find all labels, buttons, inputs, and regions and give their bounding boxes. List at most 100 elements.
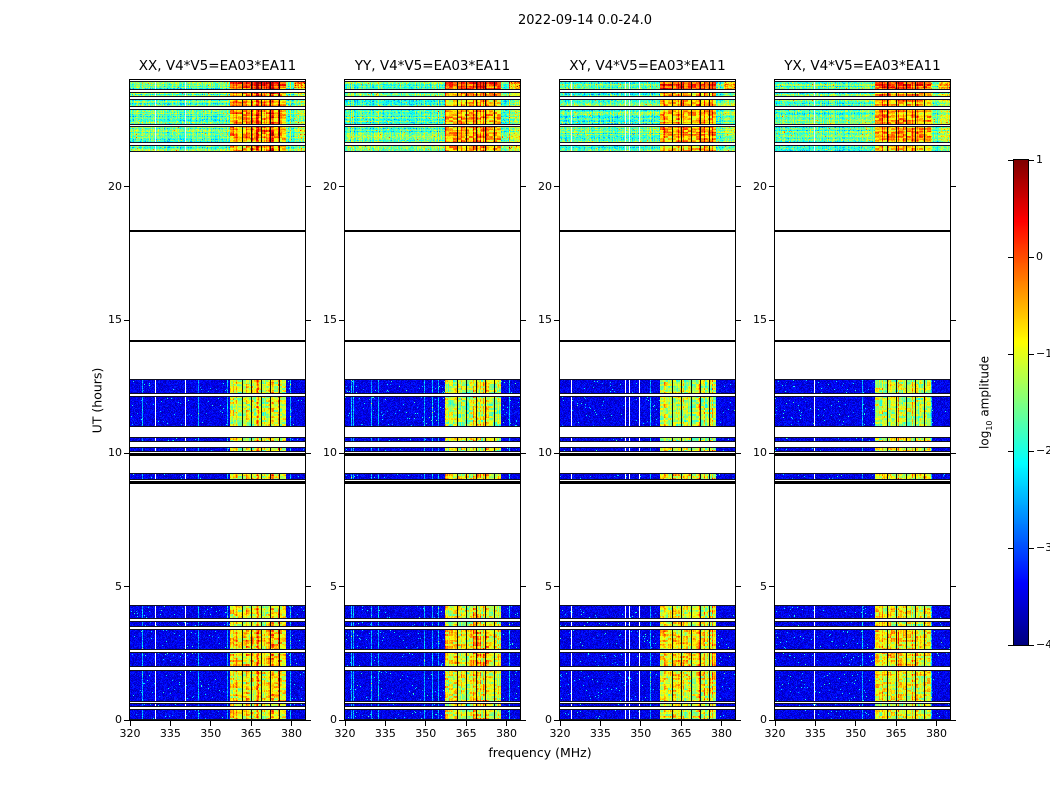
colorbar-tick-label: −1 bbox=[1036, 347, 1050, 360]
x-tick bbox=[169, 721, 171, 726]
colorbar-gradient bbox=[1014, 160, 1028, 645]
x-tick bbox=[465, 721, 467, 726]
y-tick-label: 0 bbox=[115, 713, 122, 726]
colorbar-tick-right bbox=[1029, 159, 1034, 161]
colorbar-tick-label: 1 bbox=[1036, 153, 1043, 166]
y-tick bbox=[339, 586, 344, 588]
y-tick-label: 15 bbox=[753, 313, 767, 326]
colorbar-tick-right bbox=[1029, 547, 1034, 549]
colorbar-tick-label: −4 bbox=[1036, 638, 1050, 651]
y-tick bbox=[554, 719, 559, 721]
spectrogram-canvas-yx bbox=[775, 80, 950, 720]
y-tick-label: 5 bbox=[545, 579, 552, 593]
y-tick-label: 5 bbox=[330, 579, 337, 593]
colorbar-tick-left bbox=[1008, 256, 1013, 258]
colorbar-tick-right bbox=[1029, 256, 1034, 258]
x-tick bbox=[291, 721, 293, 726]
x-tick bbox=[506, 721, 508, 726]
y-tick-right bbox=[736, 452, 741, 454]
panel-title-yy: YY, V4*V5=EA03*EA11 bbox=[354, 58, 511, 74]
y-tick-right bbox=[951, 319, 956, 321]
colorbar-tick-label: 0 bbox=[1036, 250, 1043, 263]
y-tick-right bbox=[521, 452, 526, 454]
x-tick bbox=[250, 721, 252, 726]
y-tick bbox=[339, 319, 344, 321]
x-tick-label: 335 bbox=[374, 727, 396, 740]
spectrogram-canvas-xy bbox=[560, 80, 735, 720]
y-tick-right bbox=[951, 719, 956, 721]
colorbar-label: log10 amplitude bbox=[978, 326, 994, 480]
y-tick-right bbox=[521, 719, 526, 721]
colorbar-tick-left bbox=[1008, 547, 1013, 549]
colorbar-tick-right bbox=[1029, 450, 1034, 452]
x-tick-label: 380 bbox=[496, 727, 518, 740]
spectrogram-panel-yx bbox=[774, 79, 951, 721]
x-tick bbox=[640, 721, 642, 726]
y-tick-right bbox=[521, 186, 526, 188]
x-tick bbox=[936, 721, 938, 726]
x-tick-label: 335 bbox=[589, 727, 611, 740]
x-tick bbox=[680, 721, 682, 726]
y-tick bbox=[554, 452, 559, 454]
y-tick bbox=[554, 186, 559, 188]
y-tick-label: 20 bbox=[753, 179, 767, 193]
x-tick bbox=[425, 721, 427, 726]
spectrogram-canvas-xx bbox=[130, 80, 305, 720]
colorbar-tick-left bbox=[1008, 644, 1013, 646]
y-tick bbox=[769, 186, 774, 188]
x-tick-label: 380 bbox=[926, 727, 948, 740]
x-tick bbox=[895, 721, 897, 726]
spectrogram-panel-yy bbox=[344, 79, 521, 721]
panel-title-yx: YX, V4*V5=EA03*EA11 bbox=[784, 58, 941, 74]
x-tick-label: 320 bbox=[119, 727, 141, 740]
y-tick-right bbox=[951, 586, 956, 588]
y-tick bbox=[339, 186, 344, 188]
y-tick bbox=[124, 186, 129, 188]
y-tick bbox=[769, 452, 774, 454]
figure-title: 2022-09-14 0.0-24.0 bbox=[518, 13, 652, 28]
y-tick-right bbox=[736, 319, 741, 321]
y-tick-right bbox=[951, 186, 956, 188]
x-tick-label: 380 bbox=[281, 727, 303, 740]
y-axis-label: UT (hours) bbox=[89, 367, 105, 434]
colorbar-tick-right bbox=[1029, 353, 1034, 355]
y-tick-label: 10 bbox=[538, 446, 552, 460]
y-tick-label: 0 bbox=[760, 713, 767, 726]
y-tick-label: 20 bbox=[323, 179, 337, 193]
y-tick-right bbox=[736, 186, 741, 188]
y-tick-right bbox=[306, 586, 311, 588]
y-tick-label: 15 bbox=[323, 313, 337, 326]
x-tick bbox=[855, 721, 857, 726]
x-tick bbox=[344, 721, 346, 726]
x-axis-label: frequency (MHz) bbox=[488, 745, 592, 760]
x-tick-label: 350 bbox=[630, 727, 652, 740]
x-tick bbox=[814, 721, 816, 726]
y-tick-label: 10 bbox=[108, 446, 122, 460]
colorbar-tick-label: −3 bbox=[1036, 541, 1050, 554]
y-tick-right bbox=[306, 186, 311, 188]
y-tick-label: 5 bbox=[760, 579, 767, 593]
x-tick-label: 365 bbox=[455, 727, 477, 740]
y-tick-label: 20 bbox=[108, 179, 122, 193]
y-tick bbox=[554, 586, 559, 588]
colorbar bbox=[1013, 159, 1029, 646]
x-tick bbox=[599, 721, 601, 726]
y-tick-label: 20 bbox=[538, 179, 552, 193]
spectrogram-panel-xy bbox=[559, 79, 736, 721]
x-tick-label: 335 bbox=[159, 727, 181, 740]
y-tick bbox=[769, 319, 774, 321]
y-tick bbox=[124, 452, 129, 454]
y-tick bbox=[124, 719, 129, 721]
y-tick-right bbox=[521, 586, 526, 588]
y-tick bbox=[554, 319, 559, 321]
x-tick-label: 320 bbox=[334, 727, 356, 740]
colorbar-tick-left bbox=[1008, 450, 1013, 452]
colorbar-tick-right bbox=[1029, 644, 1034, 646]
y-tick bbox=[339, 452, 344, 454]
y-tick-right bbox=[306, 452, 311, 454]
y-tick bbox=[769, 586, 774, 588]
y-tick-right bbox=[736, 586, 741, 588]
x-tick bbox=[210, 721, 212, 726]
y-tick-label: 10 bbox=[753, 446, 767, 460]
